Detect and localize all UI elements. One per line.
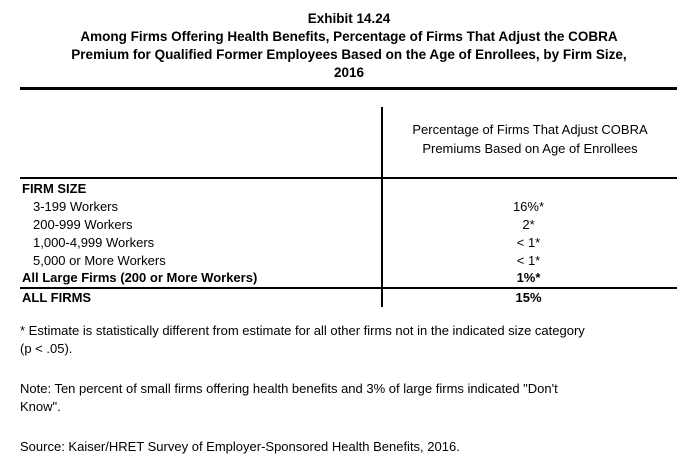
footnotes: * Estimate is statistically different fr… — [20, 322, 682, 470]
table-row: 5,000 or More Workers < 1* — [20, 251, 677, 269]
footnote-line: Know". — [20, 399, 61, 414]
value-column-header: Percentage of Firms That Adjust COBRA Pr… — [382, 120, 678, 158]
row-label: FIRM SIZE — [22, 181, 87, 197]
footnote-line: * Estimate is statistically different fr… — [20, 323, 585, 338]
row-value: < 1* — [516, 234, 541, 250]
row-value: < 1* — [516, 252, 541, 268]
footnote-note: Note: Ten percent of small firms offerin… — [20, 380, 682, 416]
row-label: 3-199 Workers — [33, 199, 119, 215]
title-line: Among Firms Offering Health Benefits, Pe… — [80, 29, 618, 44]
row-label: ALL FIRMS — [22, 290, 92, 306]
all-firms-row: ALL FIRMS 15% — [20, 289, 677, 307]
column-divider — [381, 107, 383, 307]
total-rule — [20, 287, 677, 289]
exhibit-title: Exhibit 14.24 Among Firms Offering Healt… — [0, 10, 698, 82]
title-year: 2016 — [333, 65, 365, 80]
column-header-line: Percentage of Firms That Adjust COBRA — [412, 122, 648, 137]
exhibit-number: Exhibit 14.24 — [307, 11, 391, 26]
row-label: 200-999 Workers — [33, 216, 133, 232]
row-value: 15% — [515, 290, 542, 306]
firm-size-table: FIRM SIZE 3-199 Workers 16%* 200-999 Wor… — [20, 180, 677, 287]
table-row: FIRM SIZE — [20, 180, 677, 198]
header-rule — [20, 177, 677, 179]
row-value: 2* — [522, 216, 535, 232]
footnote-source: Source: Kaiser/HRET Survey of Employer-S… — [20, 438, 682, 456]
table-row: 1,000-4,999 Workers < 1* — [20, 233, 677, 251]
column-header-line: Premiums Based on Age of Enrollees — [422, 141, 638, 156]
row-value: 1%* — [516, 270, 541, 286]
table-row: 3-199 Workers 16%* — [20, 198, 677, 216]
footnote-line: (p < .05). — [20, 341, 73, 356]
row-label: All Large Firms (200 or More Workers) — [22, 270, 258, 286]
title-line: Premium for Qualified Former Employees B… — [71, 47, 627, 62]
row-value: 16%* — [512, 199, 545, 215]
footnote-significance: * Estimate is statistically different fr… — [20, 322, 682, 358]
row-label: 5,000 or More Workers — [33, 252, 166, 268]
table-row: ALL FIRMS 15% — [20, 289, 677, 307]
footnote-line: Note: Ten percent of small firms offerin… — [20, 381, 558, 396]
row-label: 1,000-4,999 Workers — [33, 234, 155, 250]
table-row: 200-999 Workers 2* — [20, 216, 677, 234]
top-rule — [20, 87, 677, 90]
table-row: All Large Firms (200 or More Workers) 1%… — [20, 269, 677, 287]
source-line: Source: Kaiser/HRET Survey of Employer-S… — [20, 439, 460, 454]
